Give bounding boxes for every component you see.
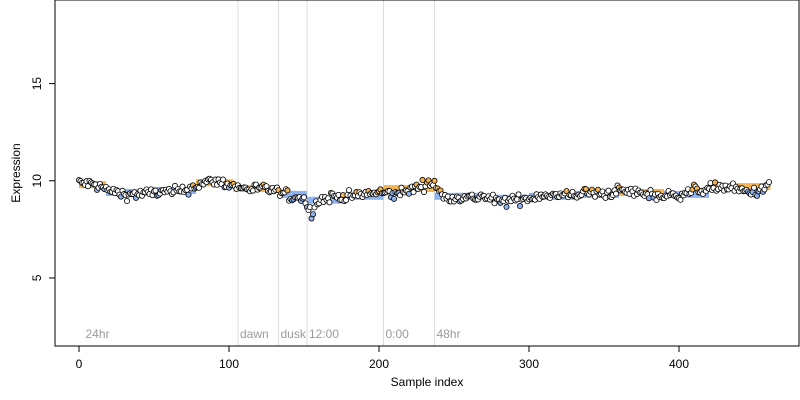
data-point bbox=[420, 188, 427, 195]
annotation-label: 12:00 bbox=[309, 327, 339, 341]
annotation-label: 48hr bbox=[437, 327, 461, 341]
data-point bbox=[515, 191, 522, 198]
plot-frame bbox=[54, 0, 800, 347]
data-point bbox=[342, 197, 349, 204]
annotation-labels: 24hr dawn dusk 12:00 0:00 48hr bbox=[86, 327, 461, 341]
data-point bbox=[503, 203, 510, 210]
data-point bbox=[751, 184, 758, 191]
annotation-label: dusk bbox=[281, 327, 307, 341]
data-point bbox=[410, 189, 417, 196]
data-point bbox=[309, 211, 316, 218]
data-point bbox=[766, 179, 773, 186]
annotation-lines bbox=[237, 0, 435, 346]
data-point bbox=[712, 179, 719, 186]
annotation-label: dawn bbox=[240, 327, 269, 341]
data-point bbox=[219, 176, 226, 183]
data-point bbox=[419, 177, 426, 184]
x-axis-label: Sample index bbox=[391, 375, 464, 389]
data-point bbox=[124, 198, 131, 205]
y-axis-label: Expression bbox=[9, 143, 23, 202]
x-tick-label: 400 bbox=[669, 357, 689, 371]
data-point bbox=[263, 183, 270, 190]
y-tick-label: 10 bbox=[30, 174, 44, 188]
y-tick-label: 5 bbox=[30, 274, 44, 281]
x-tick-label: 300 bbox=[519, 357, 539, 371]
data-point bbox=[517, 203, 524, 210]
data-point bbox=[326, 199, 333, 206]
data-point bbox=[605, 187, 612, 194]
data-point bbox=[491, 200, 498, 207]
y-axis: 5 10 15 bbox=[30, 77, 56, 281]
mean-bar bbox=[278, 190, 307, 198]
x-axis: 0 100 200 300 400 bbox=[76, 345, 689, 371]
data-point bbox=[152, 187, 159, 194]
data-point bbox=[613, 190, 620, 197]
data-point bbox=[677, 196, 684, 203]
data-point bbox=[390, 195, 397, 202]
data-points bbox=[76, 175, 773, 222]
y-tick-label: 15 bbox=[30, 77, 44, 91]
data-point bbox=[345, 187, 352, 194]
annotation-label: 0:00 bbox=[386, 327, 410, 341]
x-tick-label: 0 bbox=[76, 357, 83, 371]
data-point bbox=[185, 191, 192, 198]
data-point bbox=[563, 188, 570, 195]
x-tick-label: 100 bbox=[219, 357, 239, 371]
annotation-label: 24hr bbox=[86, 327, 110, 341]
data-point bbox=[300, 194, 307, 201]
data-point bbox=[431, 177, 438, 184]
x-tick-label: 200 bbox=[369, 357, 389, 371]
data-point bbox=[284, 187, 291, 194]
